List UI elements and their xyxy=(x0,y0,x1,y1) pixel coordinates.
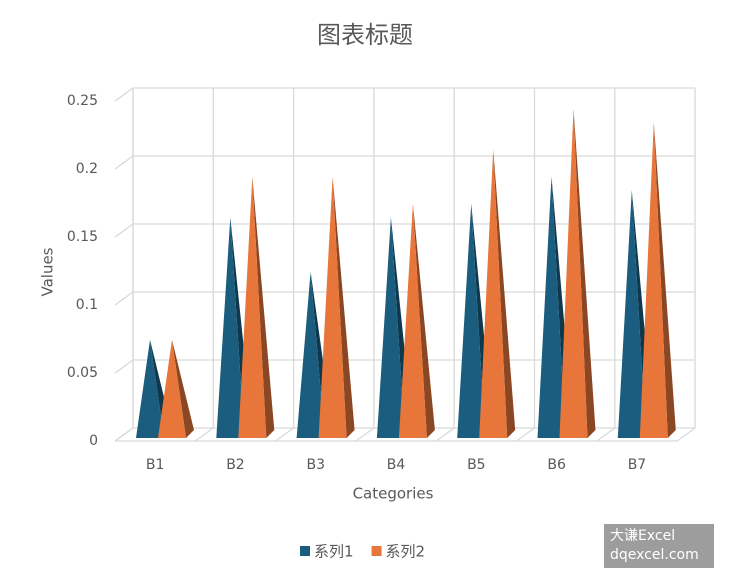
grid-line xyxy=(114,223,134,238)
pyramid-side xyxy=(412,203,435,438)
y-axis-title: Values xyxy=(39,247,57,296)
pyramid-front xyxy=(238,176,267,438)
pyramid-front xyxy=(216,217,245,438)
legend-label: 系列2 xyxy=(386,543,426,561)
floor-line xyxy=(355,427,375,442)
pyramid xyxy=(398,203,435,438)
pyramid-side xyxy=(252,176,275,438)
grid-line xyxy=(114,291,134,306)
x-tick-label: B4 xyxy=(387,457,406,473)
x-tick-label: B2 xyxy=(226,457,245,473)
pyramid-front xyxy=(296,271,325,438)
chart-title: 图表标题 xyxy=(317,21,413,49)
x-tick-label: B1 xyxy=(146,457,165,473)
watermark-box xyxy=(604,524,714,568)
y-tick-label: 0.05 xyxy=(67,365,98,381)
x-tick-label: B7 xyxy=(628,457,647,473)
floor-line xyxy=(114,427,134,442)
pyramid xyxy=(238,176,275,438)
y-tick-label: 0.2 xyxy=(76,161,98,177)
x-axis-title: Categories xyxy=(353,485,434,503)
watermark-line: dqexcel.com xyxy=(610,547,699,563)
pyramid-front xyxy=(158,339,186,438)
pyramid-front xyxy=(398,203,427,438)
pyramid-side xyxy=(573,108,596,438)
pyramid-side xyxy=(332,176,355,438)
pyramid-side xyxy=(653,122,676,438)
legend-label: 系列1 xyxy=(314,543,354,561)
pyramid-side xyxy=(493,149,516,438)
pyramid-front xyxy=(318,176,347,438)
watermark: 大谦Excel dqexcel.com xyxy=(604,524,714,568)
legend-swatch xyxy=(371,546,382,556)
pyramid-front xyxy=(537,176,566,438)
pyramid xyxy=(479,149,516,438)
pyramid-front xyxy=(479,149,508,438)
floor-line xyxy=(275,427,294,442)
x-tick-label: B6 xyxy=(547,457,566,473)
y-tick-label: 0.25 xyxy=(67,93,98,109)
pyramid-front xyxy=(376,217,405,438)
x-tick-label: B5 xyxy=(467,457,486,473)
floor-line xyxy=(435,427,455,442)
grid-line xyxy=(114,155,134,170)
watermark-line: 大谦Excel xyxy=(610,528,675,544)
floor-line xyxy=(194,427,214,442)
pyramid xyxy=(158,339,194,438)
legend-swatch xyxy=(300,546,310,556)
grid-line xyxy=(114,359,134,374)
y-tick-label: 0.1 xyxy=(76,297,98,313)
floor-line xyxy=(676,427,696,442)
grid-line xyxy=(114,87,134,102)
y-tick-label: 0.15 xyxy=(67,229,98,245)
x-tick-label: B3 xyxy=(306,457,325,473)
pyramid-front xyxy=(457,203,486,438)
pyramid xyxy=(318,176,355,438)
pyramid xyxy=(639,122,676,438)
floor-line xyxy=(516,427,535,442)
pyramid-front xyxy=(136,339,164,438)
pyramid-front xyxy=(559,108,588,438)
pyramid-front xyxy=(639,122,668,438)
y-tick-label: 0 xyxy=(89,433,98,449)
floor-line xyxy=(596,427,616,442)
pyramid xyxy=(559,108,596,438)
pyramid-front xyxy=(617,190,646,438)
pyramid-side xyxy=(172,339,194,438)
